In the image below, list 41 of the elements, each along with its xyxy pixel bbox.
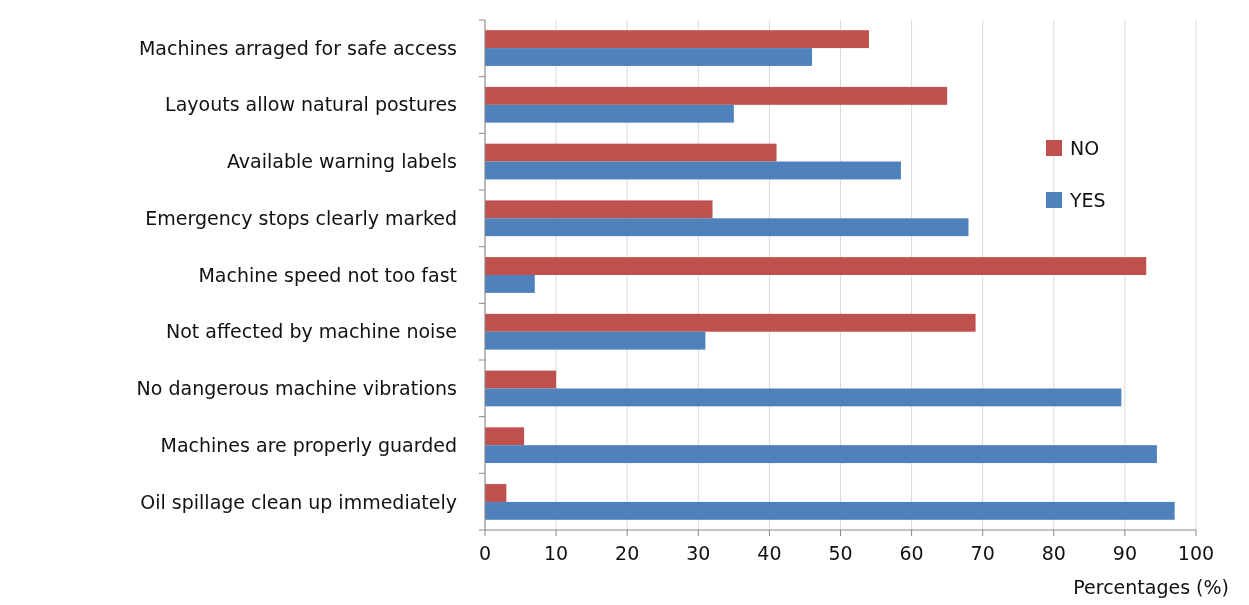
x-tick-label: 40: [757, 542, 782, 564]
y-tick-label: Machines are properly guarded: [160, 433, 457, 456]
legend-label: NO: [1070, 136, 1100, 159]
x-tick-label: 80: [1041, 542, 1066, 564]
bar: [485, 331, 706, 350]
bar: [485, 143, 777, 162]
bar: [485, 30, 869, 49]
y-tick-label: Machines arraged for safe access: [138, 36, 457, 59]
x-tick-label: 30: [686, 542, 711, 564]
y-tick-label: Layouts allow natural postures: [165, 93, 457, 116]
y-tick-label: No dangerous machine vibrations: [136, 377, 457, 400]
bar: [485, 370, 557, 389]
y-tick-label: Not affected by machine noise: [165, 320, 457, 343]
bar: [485, 445, 1157, 464]
x-tick-label: 10: [544, 542, 569, 564]
bar: [485, 275, 535, 293]
y-tick-label: Emergency stops clearly marked: [145, 206, 457, 229]
x-tick-label: 50: [828, 542, 853, 564]
bar: [485, 427, 525, 446]
bar: [485, 257, 1147, 275]
bar: [485, 313, 976, 332]
bar: [485, 501, 1175, 520]
bar: [485, 104, 734, 123]
x-tick-label: 20: [615, 542, 640, 564]
x-tick-label: 0: [478, 542, 492, 564]
x-axis-title: Percentages (%): [1073, 576, 1229, 598]
bar: [485, 484, 507, 502]
x-tick-label: 100: [1177, 542, 1215, 564]
bar: [485, 200, 713, 219]
x-tick-label: 70: [970, 542, 995, 564]
bar: [485, 388, 1122, 407]
x-tick-label: 60: [899, 542, 924, 564]
y-tick-label: Machine speed not too fast: [198, 263, 457, 286]
bar: [485, 218, 969, 237]
bar: [485, 161, 901, 180]
legend-label: YES: [1069, 188, 1106, 211]
bar: [485, 48, 813, 66]
bar: [485, 86, 948, 105]
y-tick-label: Available warning labels: [226, 150, 457, 173]
y-tick-label: Oil spillage clean up immediately: [140, 490, 457, 513]
x-tick-label: 90: [1112, 542, 1137, 564]
